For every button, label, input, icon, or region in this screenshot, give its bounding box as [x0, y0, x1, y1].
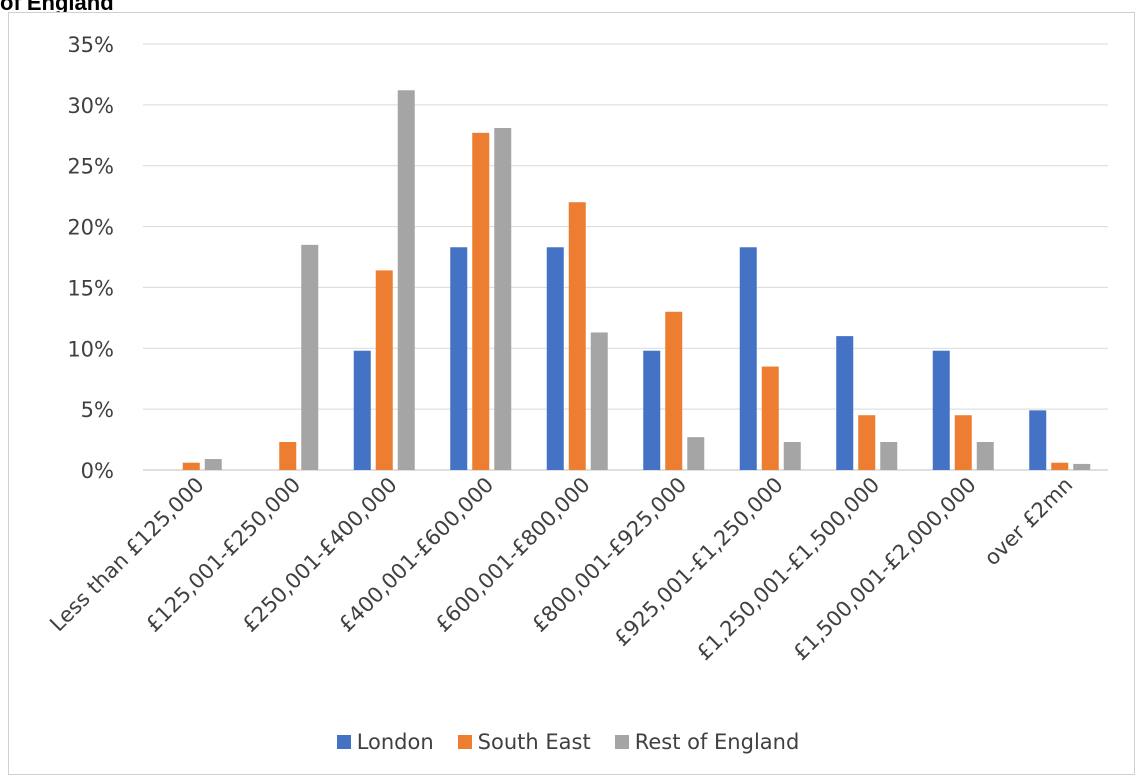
- x-category-label: £1,250,001-£1,500,000: [692, 473, 884, 665]
- bar: [665, 311, 683, 470]
- bar: [954, 415, 972, 470]
- legend-label: London: [356, 730, 434, 754]
- bar: [301, 244, 319, 470]
- y-axis-ticks: 0% 5% 10% 15% 20% 25% 30% 35%: [67, 33, 114, 483]
- bar: [494, 127, 512, 471]
- bar: [472, 132, 490, 470]
- x-category-label: £1,500,001-£2,000,000: [788, 473, 980, 665]
- bar: [568, 202, 586, 470]
- bar: [546, 247, 564, 470]
- bar: [450, 247, 468, 470]
- legend-label: South East: [477, 730, 591, 754]
- legend-item: London: [336, 730, 434, 754]
- bar: [204, 459, 222, 470]
- bar: [590, 332, 608, 470]
- bar: [739, 247, 757, 470]
- bar: [858, 415, 876, 470]
- bar: [375, 270, 393, 470]
- legend-swatch: [336, 735, 351, 749]
- chart-title: of England: [0, 0, 114, 15]
- y-tick-label: 25%: [67, 155, 114, 179]
- bar: [182, 462, 200, 470]
- legend-swatch: [614, 735, 629, 749]
- legend-label: Rest of England: [634, 730, 800, 754]
- x-category-label: over £2mn: [980, 473, 1078, 571]
- x-category-label: Less than £125,000: [45, 473, 209, 637]
- bar: [1051, 462, 1069, 470]
- bar: [279, 442, 297, 470]
- legend-item: South East: [457, 730, 591, 754]
- y-tick-label: 30%: [67, 94, 114, 118]
- legend: London South East Rest of England: [0, 730, 1136, 754]
- bar: [880, 442, 898, 470]
- bar: [932, 350, 950, 470]
- bar: [1029, 410, 1047, 470]
- x-category-label: £925,001-£1,250,000: [610, 473, 788, 651]
- y-tick-label: 10%: [67, 337, 114, 361]
- bar: [761, 366, 779, 470]
- bar: [1073, 463, 1091, 470]
- y-tick-label: 5%: [81, 398, 114, 422]
- bars: [182, 90, 1091, 471]
- y-tick-label: 15%: [67, 276, 114, 300]
- bar: [353, 350, 371, 470]
- bar: [643, 350, 661, 470]
- bar: [397, 90, 415, 470]
- bar: [687, 437, 705, 470]
- bar: [836, 336, 854, 470]
- y-tick-label: 20%: [67, 216, 114, 240]
- x-axis-labels: Less than £125,000£125,001-£250,000£250,…: [45, 473, 1077, 665]
- bar: [976, 442, 994, 470]
- bar: [783, 442, 801, 470]
- legend-item: Rest of England: [614, 730, 800, 754]
- y-tick-label: 0%: [81, 459, 114, 483]
- gridlines: [143, 43, 1108, 471]
- legend-swatch: [457, 735, 472, 749]
- y-tick-label: 35%: [67, 33, 114, 57]
